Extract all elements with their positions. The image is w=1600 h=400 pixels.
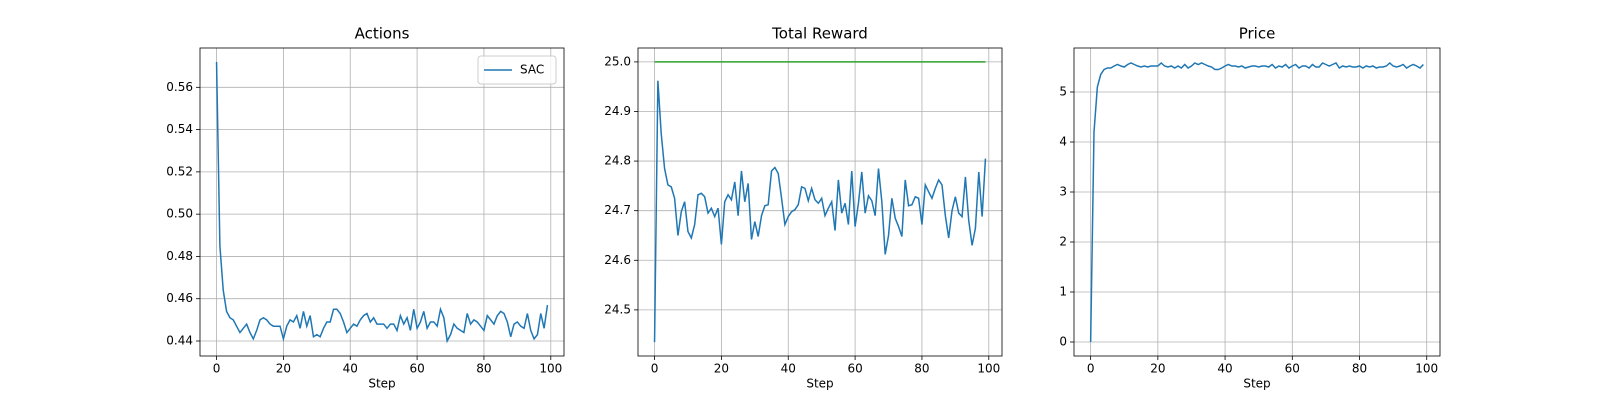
x-tick-label: 100 xyxy=(977,362,1000,376)
y-tick-label: 5 xyxy=(1059,85,1067,99)
legend-box xyxy=(477,55,557,85)
y-tick-label: 0.54 xyxy=(166,122,193,136)
chart-title: Price xyxy=(1239,25,1276,43)
x-tick-label: 100 xyxy=(1415,362,1438,376)
y-tick-label: 24.8 xyxy=(604,154,631,168)
x-tick-label: 0 xyxy=(1087,362,1095,376)
y-tick-label: 24.7 xyxy=(604,203,631,217)
y-tick-label: 2 xyxy=(1059,235,1067,249)
y-tick-label: 0.56 xyxy=(166,80,193,94)
x-tick-label: 100 xyxy=(539,362,562,376)
data-line xyxy=(653,80,987,343)
legend-label: SAC xyxy=(520,63,544,77)
x-axis-label: Step xyxy=(1243,377,1270,391)
plot-frame xyxy=(637,47,1003,357)
y-tick-label: 4 xyxy=(1059,135,1067,149)
y-tick-label: 0.52 xyxy=(166,164,193,178)
x-tick-label: 20 xyxy=(1150,362,1165,376)
x-tick-label: 0 xyxy=(213,362,221,376)
y-tick-label: 3 xyxy=(1059,185,1067,199)
y-tick-label: 1 xyxy=(1059,285,1067,299)
x-tick-label: 80 xyxy=(914,362,929,376)
x-tick-label: 80 xyxy=(476,362,491,376)
y-tick-label: 0.48 xyxy=(166,249,193,263)
x-tick-label: 0 xyxy=(651,362,659,376)
y-tick-label: 0.44 xyxy=(166,333,193,347)
y-tick-label: 24.9 xyxy=(604,104,631,118)
x-tick-label: 40 xyxy=(343,362,358,376)
y-tick-label: 25.0 xyxy=(604,54,631,68)
x-tick-label: 40 xyxy=(781,362,796,376)
y-tick-label: 0.46 xyxy=(166,291,193,305)
data-line xyxy=(1089,61,1424,343)
x-tick-label: 60 xyxy=(847,362,862,376)
y-tick-label: 24.5 xyxy=(604,302,631,316)
x-axis-label: Step xyxy=(368,377,395,391)
y-tick-label: 24.6 xyxy=(604,253,631,267)
x-tick-label: 80 xyxy=(1352,362,1367,376)
x-tick-label: 20 xyxy=(714,362,729,376)
y-tick-label: 0 xyxy=(1059,335,1067,349)
y-tick-label: 0.50 xyxy=(166,207,193,221)
x-tick-label: 40 xyxy=(1217,362,1232,376)
chart-title: Total Reward xyxy=(771,25,868,43)
x-tick-label: 60 xyxy=(409,362,424,376)
plot-frame xyxy=(1073,47,1441,357)
chart-title: Actions xyxy=(355,25,410,43)
x-tick-label: 20 xyxy=(276,362,291,376)
data-line xyxy=(215,61,549,344)
x-tick-label: 60 xyxy=(1285,362,1300,376)
x-axis-label: Step xyxy=(806,377,833,391)
plot-frame xyxy=(199,47,565,357)
